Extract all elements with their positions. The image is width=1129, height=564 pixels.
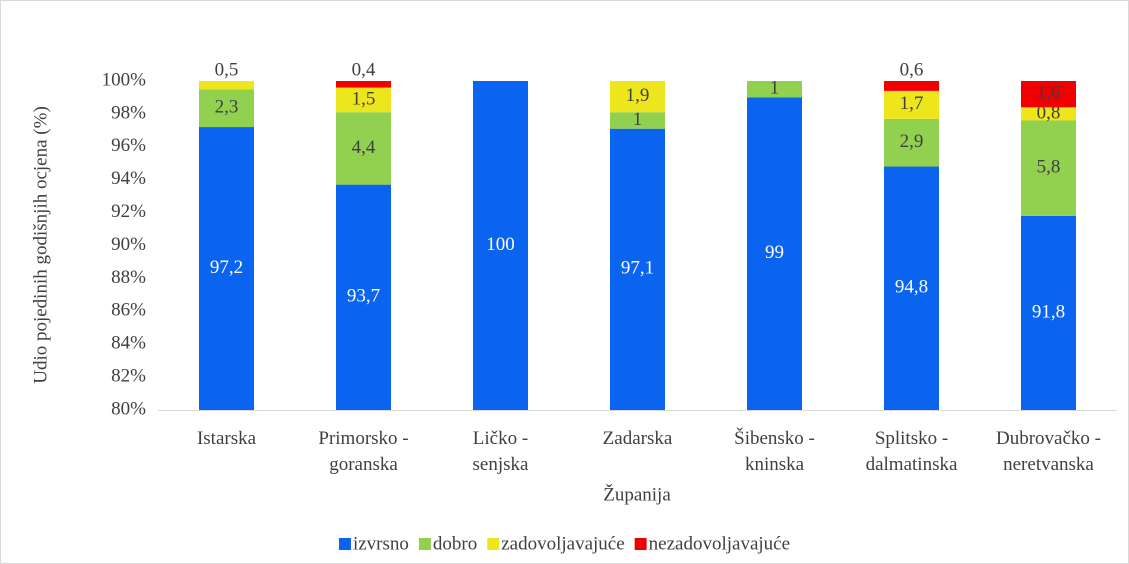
bar-segment	[199, 127, 254, 410]
data-label: 1,7	[900, 93, 924, 114]
y-tick-label: 90%	[111, 234, 146, 255]
legend-label: zadovoljavajuće	[501, 533, 624, 554]
y-axis-title: Udio pojedinih godišnjih ocjena (%)	[30, 106, 51, 384]
y-tick-label: 86%	[111, 300, 146, 321]
bar-segment	[884, 90, 939, 119]
data-label: 1,5	[352, 88, 376, 109]
data-label: 97,1	[621, 258, 654, 279]
x-tick-label: Splitsko -dalmatinska	[866, 428, 958, 475]
bar-segment	[1021, 120, 1076, 216]
x-tick-label: Šibensko -kninska	[734, 427, 815, 475]
legend-label: dobro	[433, 533, 477, 554]
legend: izvrsno dobro zadovoljavajuće nezadovoljava…	[338, 533, 790, 554]
data-label: 5,8	[1037, 157, 1061, 178]
data-label: 94,8	[895, 277, 928, 298]
bar-segment	[473, 81, 528, 410]
bar-segment	[336, 112, 391, 185]
data-label: 1	[770, 78, 780, 99]
bar-segment	[1021, 81, 1076, 108]
bar-segment	[884, 118, 939, 167]
bar-segment	[1021, 215, 1076, 410]
bar-segment	[884, 166, 939, 410]
legend-label: nezadovoljavajuće	[649, 533, 790, 554]
data-label: 99	[765, 242, 784, 263]
bar-segment	[610, 112, 665, 129]
data-label: 4,4	[352, 137, 376, 158]
bar-segment	[610, 128, 665, 410]
data-label: 93,7	[347, 286, 380, 307]
legend-label: izvrsno	[353, 533, 409, 554]
legend-swatch	[418, 538, 431, 550]
x-tick-label: Istarska	[197, 428, 257, 449]
data-label: 0,4	[352, 59, 376, 80]
bar-segment	[884, 81, 939, 91]
bar-segment	[747, 97, 802, 410]
y-tick-label: 96%	[111, 135, 146, 156]
legend-swatch	[487, 538, 500, 550]
data-label: 100	[486, 234, 515, 255]
x-tick-label: Ličko -senjska	[473, 428, 530, 475]
bar-segment	[1021, 107, 1076, 121]
y-tick-label: 100%	[102, 69, 147, 90]
bar-segment	[336, 81, 391, 88]
data-label: 2,3	[215, 97, 239, 118]
y-tick-label: 94%	[111, 168, 146, 189]
bar-segment	[199, 81, 254, 90]
bar-segment	[747, 81, 802, 98]
data-label: 1,9	[626, 85, 650, 106]
x-tick-label: Dubrovačko -neretvanska	[996, 428, 1101, 475]
data-label: 2,9	[900, 131, 924, 152]
y-tick-label: 88%	[111, 267, 146, 288]
data-label: 1	[633, 109, 643, 130]
data-label: 91,8	[1032, 301, 1065, 322]
data-label: 0,6	[900, 59, 924, 80]
bar-segment	[610, 81, 665, 113]
data-label: 1,6	[1037, 83, 1061, 104]
data-label: 0,5	[215, 59, 239, 80]
legend-swatch	[634, 538, 647, 550]
y-tick-label: 92%	[111, 201, 146, 222]
legend-swatch	[338, 538, 351, 550]
data-label: 97,2	[210, 257, 243, 278]
x-tick-label: Zadarska	[603, 428, 673, 449]
x-tick-label: Primorsko -goranska	[318, 428, 408, 475]
y-tick-label: 80%	[111, 398, 146, 419]
bar-segment	[336, 87, 391, 113]
bar-segment	[336, 184, 391, 410]
data-label: 0,8	[1037, 102, 1061, 123]
x-axis-title: Županija	[603, 483, 671, 505]
y-tick-label: 82%	[111, 365, 146, 386]
bar-segment	[199, 89, 254, 128]
y-tick-label: 98%	[111, 102, 146, 123]
y-tick-label: 84%	[111, 333, 146, 354]
